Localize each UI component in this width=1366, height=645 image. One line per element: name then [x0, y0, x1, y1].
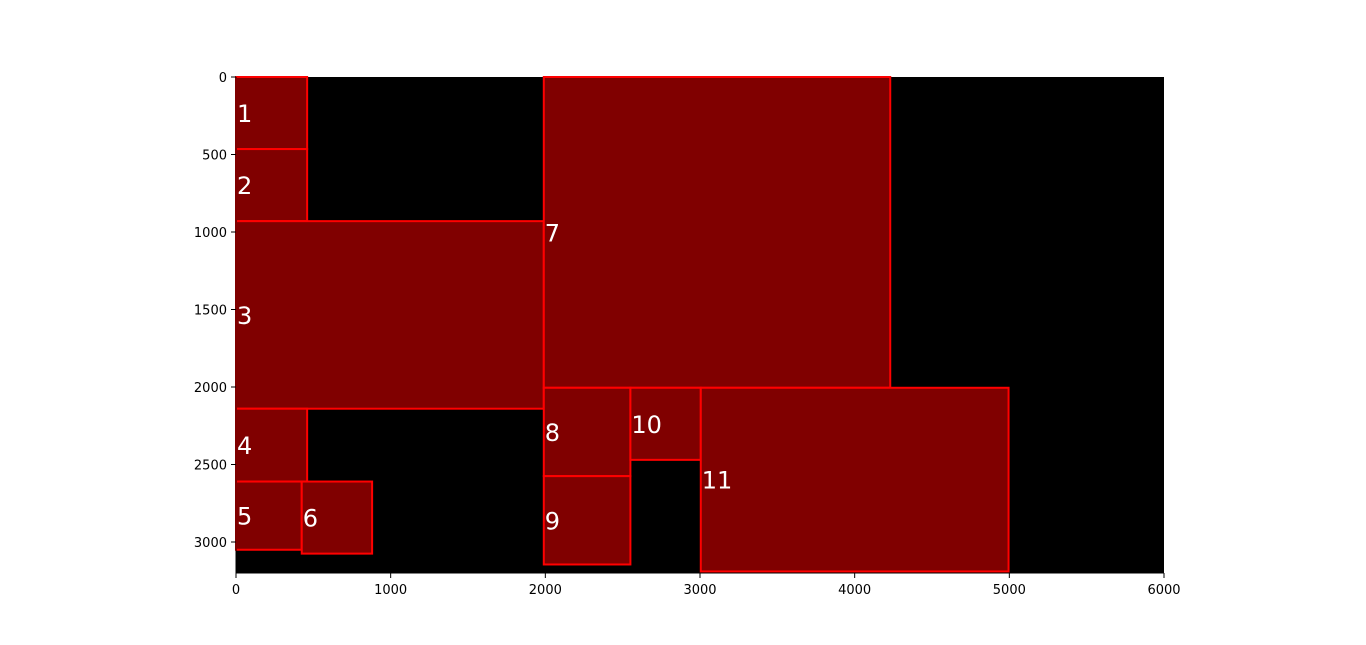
rectangle-label-8: 8	[545, 419, 560, 447]
rectangle-label-6: 6	[303, 505, 318, 533]
rectangle-label-1: 1	[237, 100, 252, 128]
rectangle-label-2: 2	[237, 172, 252, 200]
x-tick-label: 0	[232, 583, 240, 598]
y-tick-label: 2500	[194, 459, 227, 474]
x-tick-label: 1000	[374, 583, 407, 598]
box-labels-layer: 1 2 3 4 5 6 7 8 9 10 11	[237, 100, 732, 535]
y-tick-label: 1500	[194, 304, 227, 319]
rectangle-10	[629, 386, 702, 461]
y-tick-label: 0	[219, 71, 227, 86]
y-tick-label: 3000	[194, 536, 227, 551]
y-tick-label: 2000	[194, 381, 227, 396]
rectangle-label-4: 4	[237, 432, 252, 460]
x-tick-label: 3000	[683, 583, 716, 598]
y-tick-label: 1000	[194, 226, 227, 241]
rectangle-3	[235, 220, 545, 410]
x-tick-label: 4000	[838, 583, 871, 598]
rectangle-11	[699, 386, 1010, 573]
rectangle-label-5: 5	[237, 503, 252, 531]
rectangle-5	[235, 480, 303, 551]
rectangle-8	[542, 386, 632, 478]
x-tick-label: 5000	[993, 583, 1026, 598]
axes-layer: 0 1000 2000 3000 4000 5000 6000 0 500 1000 1500 200…	[194, 71, 1181, 598]
rectangle-label-10: 10	[631, 411, 662, 439]
rectangle-label-7: 7	[545, 219, 560, 247]
x-tick-label: 2000	[529, 583, 562, 598]
rectangle-label-11: 11	[702, 467, 733, 495]
rectangle-9	[542, 475, 632, 566]
rectangles-layer	[235, 76, 1010, 573]
rectangle-label-3: 3	[237, 302, 252, 330]
rectangle-6	[300, 480, 374, 555]
rectangle-7	[542, 76, 892, 389]
rectangle-label-9: 9	[545, 507, 560, 535]
y-tick-label: 500	[202, 149, 227, 164]
x-tick-label: 6000	[1147, 583, 1180, 598]
